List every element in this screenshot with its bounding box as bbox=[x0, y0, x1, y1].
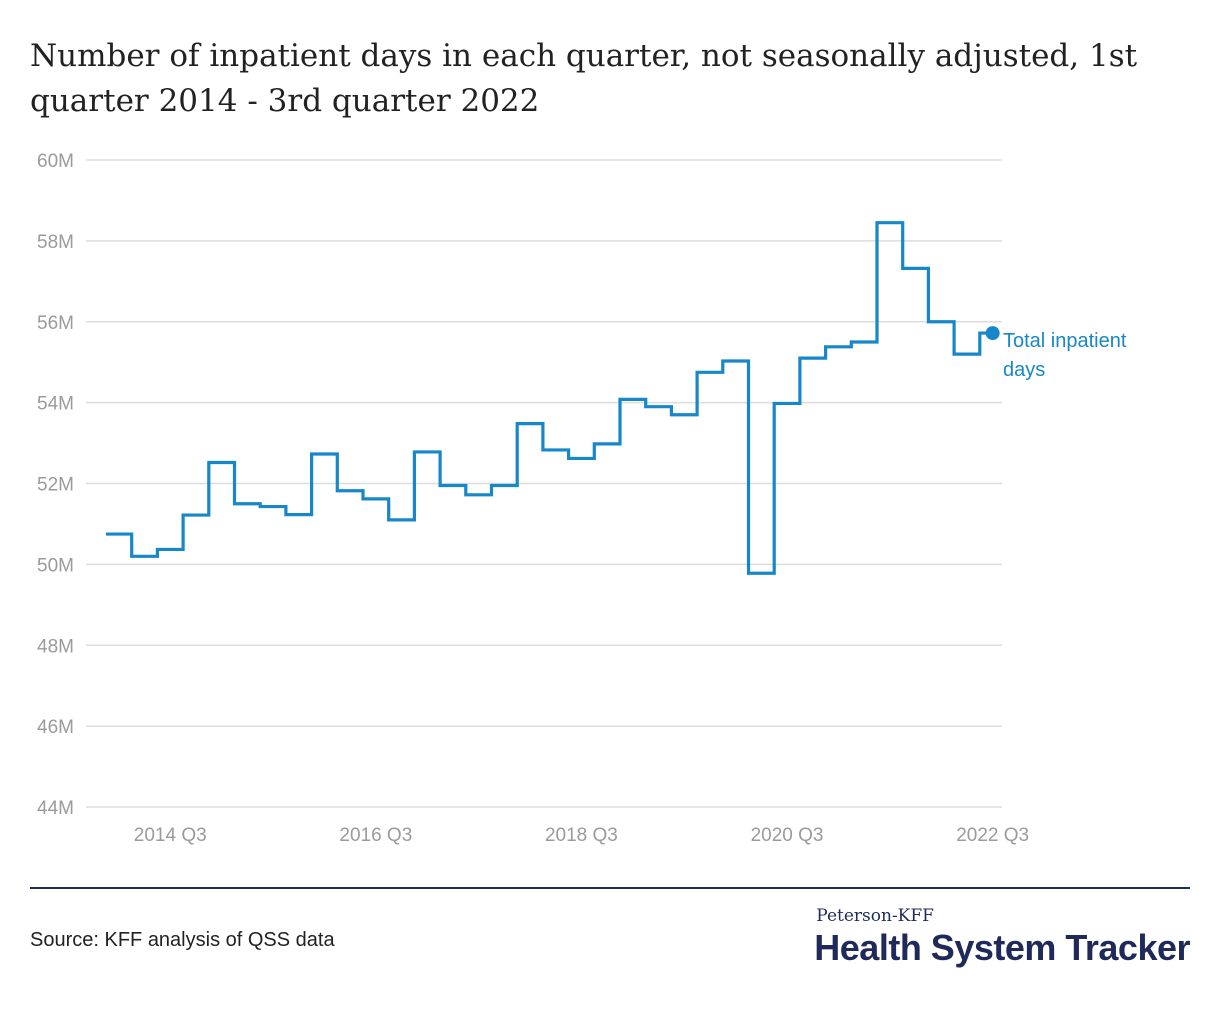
footer-divider bbox=[30, 887, 1190, 889]
series-label-line: days bbox=[1003, 359, 1045, 381]
y-tick-label: 46M bbox=[37, 717, 74, 738]
y-tick-label: 48M bbox=[37, 636, 74, 657]
series-label-line: Total inpatient bbox=[1003, 330, 1127, 352]
y-tick-label: 52M bbox=[37, 475, 74, 496]
x-tick-label: 2022 Q3 bbox=[956, 825, 1029, 846]
y-tick-label: 60M bbox=[37, 151, 74, 172]
series-line-total-inpatient-days bbox=[106, 221, 993, 575]
x-tick-label: 2016 Q3 bbox=[339, 825, 412, 846]
y-tick-label: 50M bbox=[37, 555, 74, 576]
y-tick-label: 58M bbox=[37, 232, 74, 253]
chart-title: Number of inpatient days in each quarter… bbox=[30, 38, 1138, 119]
x-axis-ticks: 2014 Q3 2016 Q3 2018 Q3 2020 Q3 2022 Q3 bbox=[134, 825, 1029, 846]
logo-subtitle: Peterson-KFF bbox=[816, 906, 934, 926]
source-note: Source: KFF analysis of QSS data bbox=[30, 929, 335, 951]
brand-logo: Peterson-KFF Health System Tracker bbox=[814, 906, 1190, 970]
chart: 60M 58M 56M 54M 52M 50M 48M 46M 44M 2014 Q3 2016 … bbox=[37, 151, 1127, 846]
y-tick-label: 56M bbox=[37, 313, 74, 334]
series-label: Total inpatient days bbox=[1003, 330, 1127, 381]
grid-lines bbox=[86, 159, 1002, 808]
logo-title: Health System Tracker bbox=[814, 927, 1190, 968]
x-tick-label: 2018 Q3 bbox=[545, 825, 618, 846]
y-axis-ticks: 60M 58M 56M 54M 52M 50M 48M 46M 44M bbox=[37, 151, 74, 819]
y-tick-label: 44M bbox=[37, 798, 74, 819]
y-tick-label: 54M bbox=[37, 394, 74, 415]
x-tick-label: 2020 Q3 bbox=[751, 825, 824, 846]
series-end-point bbox=[985, 326, 1000, 341]
x-tick-label: 2014 Q3 bbox=[134, 825, 207, 846]
